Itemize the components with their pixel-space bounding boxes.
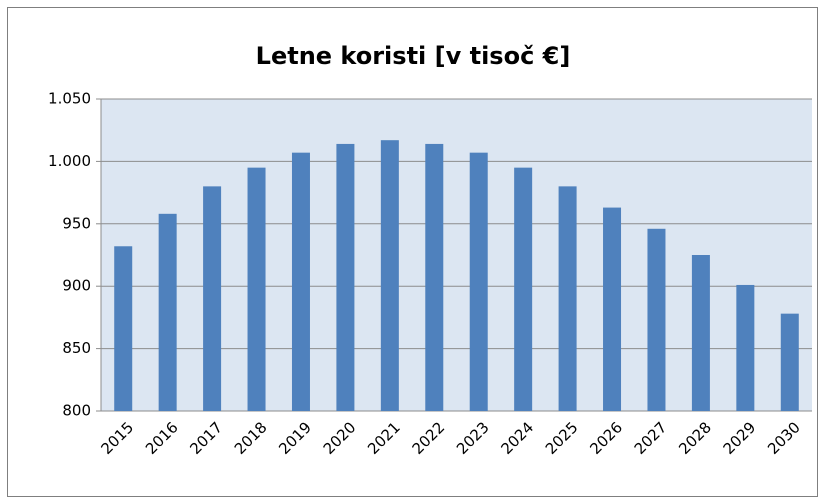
y-tick-label: 900 bbox=[62, 277, 91, 295]
bar bbox=[114, 246, 133, 411]
bar bbox=[247, 167, 266, 411]
bar bbox=[469, 152, 488, 411]
bar bbox=[514, 167, 533, 411]
bar bbox=[291, 152, 310, 411]
bar bbox=[203, 186, 222, 411]
y-tick-label: 850 bbox=[62, 339, 91, 357]
bar bbox=[603, 207, 622, 411]
y-tick-label: 800 bbox=[62, 402, 91, 420]
bar bbox=[558, 186, 577, 411]
bar bbox=[647, 228, 666, 411]
bar bbox=[780, 313, 799, 411]
bar bbox=[380, 140, 399, 411]
bar bbox=[425, 143, 444, 412]
bar bbox=[158, 213, 177, 411]
bar bbox=[691, 255, 710, 411]
y-tick-label: 950 bbox=[62, 214, 91, 232]
y-tick-label: 1.050 bbox=[48, 90, 91, 108]
bar bbox=[336, 143, 355, 412]
y-tick-label: 1.000 bbox=[48, 152, 91, 170]
bar bbox=[736, 284, 755, 411]
chart-title: Letne koristi [v tisoč €] bbox=[256, 42, 571, 70]
